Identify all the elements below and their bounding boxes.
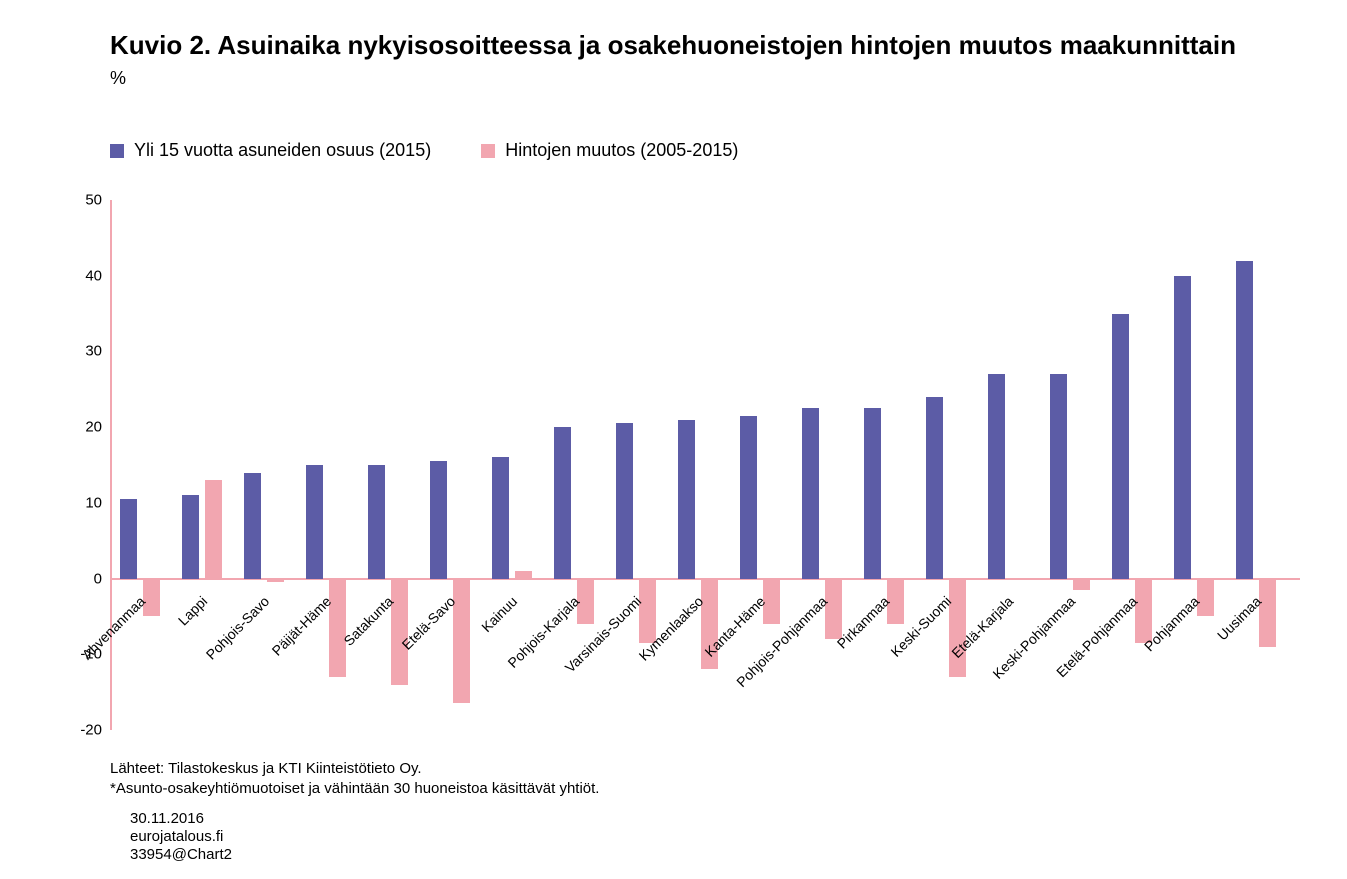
bar-price (1073, 579, 1090, 590)
bar-share (988, 374, 1005, 578)
legend-label-price: Hintojen muutos (2005-2015) (505, 140, 738, 161)
bar-share (926, 397, 943, 579)
bar-share (182, 495, 199, 578)
ytick-label: -10 (52, 646, 102, 663)
category-label: Pohjois-Savo (203, 593, 273, 663)
bar-share (244, 473, 261, 579)
legend-item-share: Yli 15 vuotta asuneiden osuus (2015) (110, 140, 431, 161)
chart-title: Kuvio 2. Asuinaika nykyisosoitteessa ja … (110, 30, 1236, 61)
bar-price (267, 579, 284, 583)
bar-share (1236, 261, 1253, 579)
category-label: Uusimaa (1214, 593, 1264, 643)
y-axis-line (110, 200, 112, 730)
bar-share (864, 408, 881, 578)
bar-price (329, 579, 346, 677)
legend-swatch-share (110, 144, 124, 158)
ytick-label: -20 (52, 722, 102, 739)
chart-subtitle: % (110, 68, 126, 89)
ytick-label: 20 (52, 419, 102, 436)
bar-share (368, 465, 385, 579)
legend-label-share: Yli 15 vuotta asuneiden osuus (2015) (134, 140, 431, 161)
footer-id: 33954@Chart2 (130, 846, 232, 863)
chart-container: Kuvio 2. Asuinaika nykyisosoitteessa ja … (0, 0, 1347, 879)
bar-price (205, 480, 222, 578)
bar-price (515, 571, 532, 579)
sources-line: Lähteet: Tilastokeskus ja KTI Kiinteistö… (110, 760, 422, 777)
bar-price (1197, 579, 1214, 617)
ytick-label: 50 (52, 192, 102, 209)
bar-share (492, 457, 509, 578)
bar-share (1174, 276, 1191, 579)
bar-price (825, 579, 842, 640)
bar-price (143, 579, 160, 617)
category-label: Satakunta (340, 593, 396, 649)
bar-share (678, 420, 695, 579)
bar-share (802, 408, 819, 578)
chart-legend: Yli 15 vuotta asuneiden osuus (2015) Hin… (110, 140, 738, 161)
bar-share (1050, 374, 1067, 578)
category-label: Kainuu (478, 593, 520, 635)
ytick-label: 10 (52, 494, 102, 511)
category-label: Pirkanmaa (834, 593, 893, 652)
sources-note: *Asunto-osakeyhtiömuotoiset ja vähintään… (110, 780, 599, 797)
bar-share (616, 423, 633, 578)
category-label: Päijät-Häme (269, 593, 335, 659)
bar-price (391, 579, 408, 685)
bar-price (949, 579, 966, 677)
bar-price (453, 579, 470, 704)
bar-share (740, 416, 757, 579)
bar-share (120, 499, 137, 579)
legend-swatch-price (481, 144, 495, 158)
bar-share (1112, 314, 1129, 579)
ytick-label: 0 (52, 570, 102, 587)
bar-share (554, 427, 571, 578)
plot-area: AhvenanmaaLappiPohjois-SavoPäijät-HämeSa… (110, 200, 1300, 730)
footer-site: eurojatalous.fi (130, 828, 223, 845)
category-label: Lappi (175, 593, 211, 629)
bar-price (1259, 579, 1276, 647)
footer-date: 30.11.2016 (130, 810, 204, 827)
bar-share (306, 465, 323, 579)
bar-share (430, 461, 447, 578)
legend-item-price: Hintojen muutos (2005-2015) (481, 140, 738, 161)
ytick-label: 30 (52, 343, 102, 360)
ytick-label: 40 (52, 267, 102, 284)
